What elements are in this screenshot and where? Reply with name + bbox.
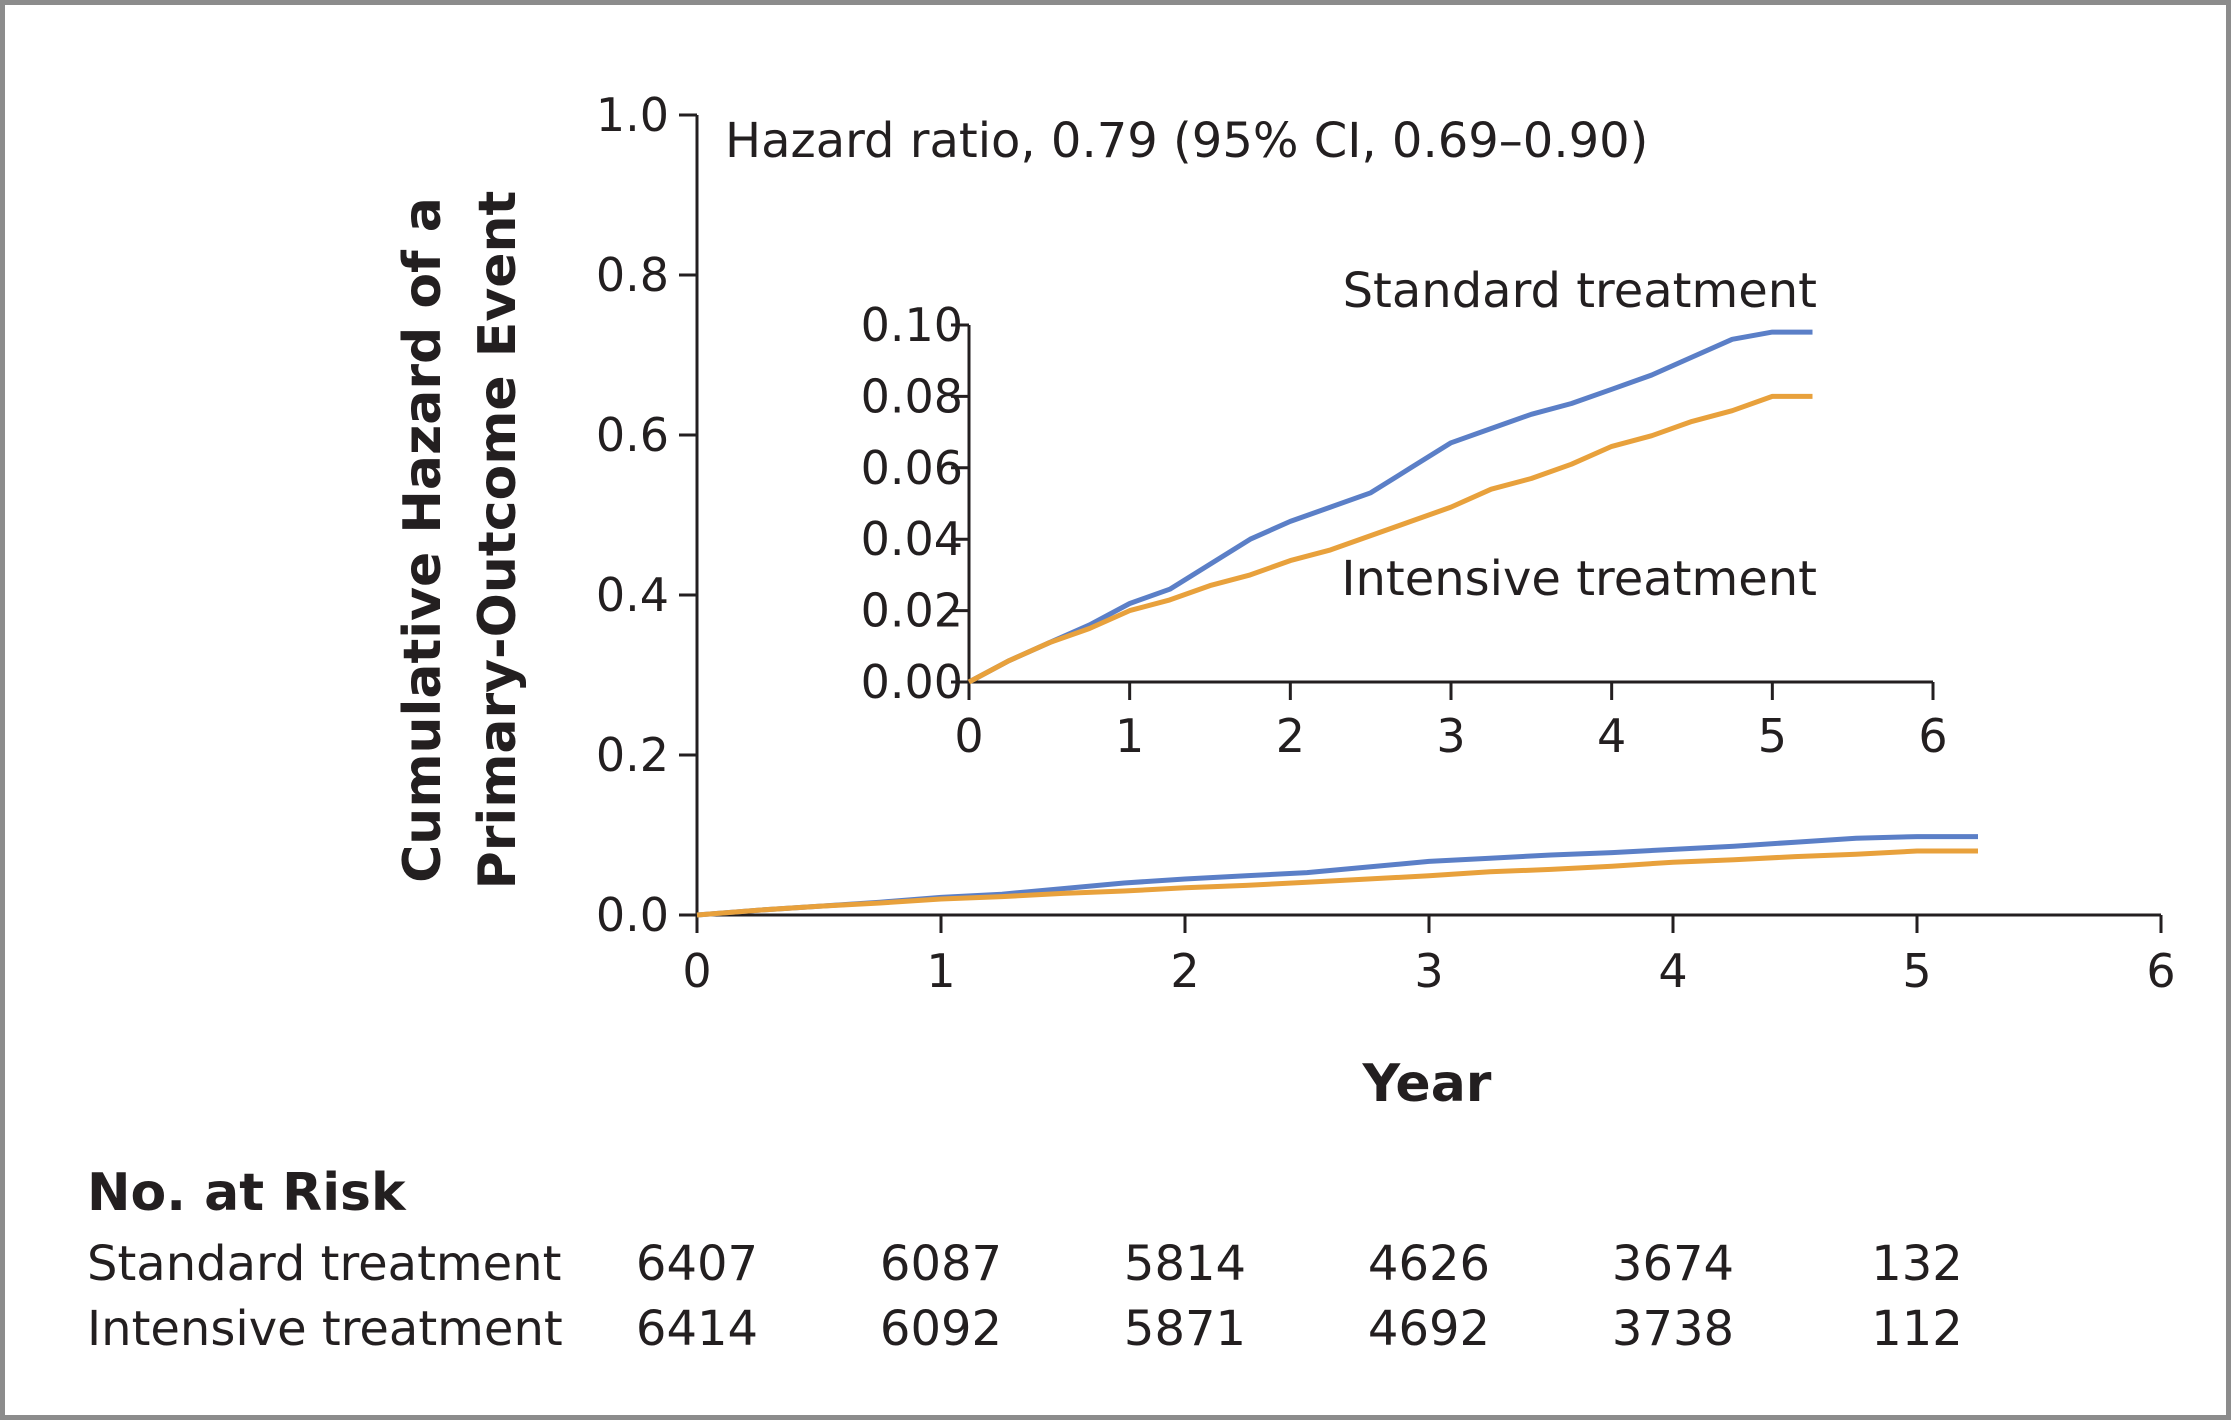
risk-value: 4626 bbox=[1368, 1236, 1490, 1292]
inset-standard-treatment-line bbox=[967, 329, 1813, 685]
risk-value: 5871 bbox=[1124, 1301, 1246, 1357]
x-tick-label: 4 bbox=[1658, 944, 1687, 998]
risk-value: 5814 bbox=[1124, 1236, 1246, 1292]
inset-series-group bbox=[967, 329, 1813, 685]
risk-value: 3674 bbox=[1612, 1236, 1734, 1292]
y-axis-title-line2: Primary-Outcome Event bbox=[468, 191, 528, 890]
main-series-group bbox=[696, 834, 1978, 918]
inset-axes: 0 1 2 3 4 5 6 0.00 0.02 0.04 0.06 0.08 0.10 bbox=[861, 298, 1948, 763]
risk-value: 112 bbox=[1871, 1301, 1963, 1357]
risk-value: 3738 bbox=[1612, 1301, 1734, 1357]
inset-label-standard: Standard treatment bbox=[1343, 263, 1817, 319]
risk-value: 6092 bbox=[880, 1301, 1002, 1357]
y-tick-label: 0.8 bbox=[596, 248, 669, 302]
main-axes: 0 1 2 3 4 5 6 0.0 0.2 0.4 0.6 0.8 1.0 bbox=[596, 88, 2176, 998]
risk-value: 6407 bbox=[636, 1236, 758, 1292]
inset-x-tick-label: 3 bbox=[1436, 709, 1465, 763]
risk-row-label-intensive: Intensive treatment bbox=[87, 1301, 563, 1357]
inset-label-intensive: Intensive treatment bbox=[1341, 551, 1817, 607]
inset-x-tick-label: 5 bbox=[1758, 709, 1787, 763]
inset-y-tick-label: 0.06 bbox=[861, 441, 963, 495]
inset-x-tick-label: 6 bbox=[1918, 709, 1947, 763]
y-tick-label: 0.2 bbox=[596, 728, 669, 782]
risk-value: 4692 bbox=[1368, 1301, 1490, 1357]
inset-x-tick-label: 0 bbox=[954, 709, 983, 763]
risk-value: 132 bbox=[1871, 1236, 1963, 1292]
x-tick-label: 6 bbox=[2146, 944, 2175, 998]
x-axis-title: Year bbox=[1362, 1054, 1492, 1114]
inset-x-tick-label: 4 bbox=[1597, 709, 1626, 763]
y-tick-label: 0.6 bbox=[596, 408, 669, 462]
x-tick-label: 5 bbox=[1902, 944, 1931, 998]
risk-table: No. at Risk Standard treatment Intensive… bbox=[87, 1163, 1963, 1357]
inset-intensive-treatment-line bbox=[967, 393, 1813, 685]
inset-y-tick-label: 0.04 bbox=[861, 512, 963, 566]
x-tick-label: 3 bbox=[1414, 944, 1443, 998]
y-axis-title-line1: Cumulative Hazard of a bbox=[393, 197, 453, 883]
y-tick-label: 0.4 bbox=[596, 568, 669, 622]
inset-y-tick-label: 0.10 bbox=[861, 298, 963, 352]
inset-x-tick-label: 2 bbox=[1276, 709, 1305, 763]
x-tick-label: 1 bbox=[926, 944, 955, 998]
y-tick-label: 0.0 bbox=[596, 888, 669, 942]
inset-y-tick-label: 0.02 bbox=[861, 584, 963, 638]
y-tick-label: 1.0 bbox=[596, 88, 669, 142]
x-tick-label: 2 bbox=[1170, 944, 1199, 998]
risk-value: 6414 bbox=[636, 1301, 758, 1357]
risk-table-title: No. at Risk bbox=[87, 1163, 407, 1223]
inset-x-tick-label: 1 bbox=[1115, 709, 1144, 763]
cumulative-hazard-chart: 0 1 2 3 4 5 6 0.0 0.2 0.4 0.6 0.8 1.0 Year Cumulativ… bbox=[87, 88, 2176, 1357]
x-tick-label: 0 bbox=[682, 944, 711, 998]
inset-y-tick-label: 0.00 bbox=[861, 655, 963, 709]
risk-value: 6087 bbox=[880, 1236, 1002, 1292]
hazard-ratio-annotation: Hazard ratio, 0.79 (95% CI, 0.69–0.90) bbox=[725, 113, 1648, 169]
risk-row-label-standard: Standard treatment bbox=[87, 1236, 561, 1292]
intensive-treatment-line bbox=[696, 848, 1978, 918]
inset-y-tick-label: 0.08 bbox=[861, 369, 963, 423]
